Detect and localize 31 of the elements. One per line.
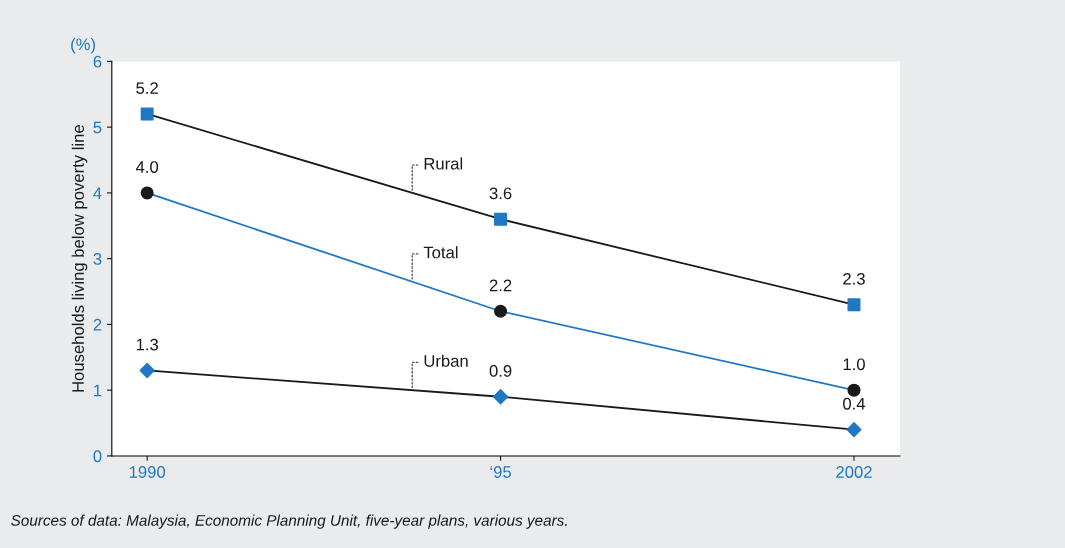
data-label: 3.6 bbox=[489, 187, 512, 200]
y-tick-label: 1 bbox=[94, 384, 102, 397]
data-label: 2.3 bbox=[843, 272, 865, 285]
point bbox=[139, 362, 155, 379]
point bbox=[494, 212, 508, 226]
data-label: 5.2 bbox=[136, 82, 158, 95]
data-label: 2.2 bbox=[489, 279, 512, 292]
point bbox=[140, 107, 154, 121]
x-tick-label: 2002 bbox=[836, 466, 872, 478]
data-label: 1.3 bbox=[136, 338, 159, 351]
data-label: 0.9 bbox=[489, 364, 512, 377]
series-label: Urban bbox=[424, 354, 468, 367]
data-label: 0.4 bbox=[843, 397, 866, 410]
x-tick-label: 1990 bbox=[129, 466, 166, 478]
y-tick-label: 3 bbox=[93, 253, 102, 265]
data-label: 1.0 bbox=[843, 358, 865, 371]
point bbox=[846, 421, 862, 438]
series-label: Rural bbox=[424, 157, 463, 170]
y-tick-label: 6 bbox=[93, 55, 102, 68]
data-label: 4.0 bbox=[135, 161, 159, 173]
y-tick-label: 2 bbox=[93, 318, 102, 331]
y-tick-label: 0 bbox=[93, 450, 102, 463]
text: (%) bbox=[71, 37, 96, 54]
x-tick-label: ‘95 bbox=[490, 466, 511, 478]
point bbox=[492, 389, 509, 405]
point bbox=[847, 298, 861, 312]
y-tick-label: 5 bbox=[93, 121, 102, 134]
series-label: Total bbox=[423, 246, 458, 259]
source-note: Sources of data: Malaysia, Economic Planning Unit, five-year plans, various years. bbox=[11, 514, 567, 529]
y-tick-label: 4 bbox=[93, 187, 102, 199]
y-axis-title: Households living below poverty line bbox=[71, 125, 88, 392]
